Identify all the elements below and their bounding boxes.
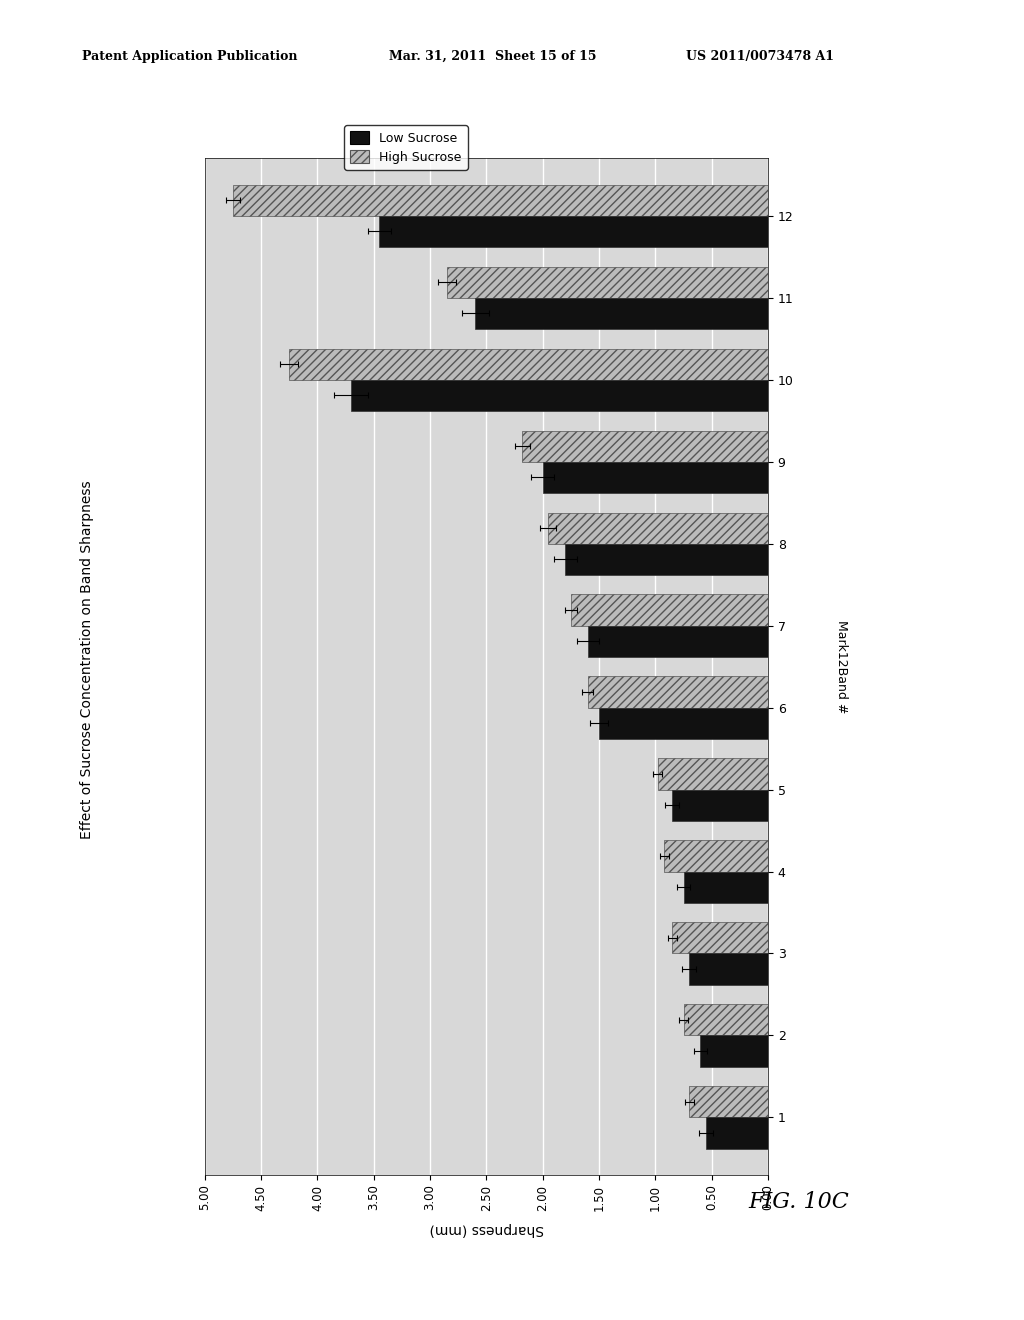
Legend: Low Sucrose, High Sucrose: Low Sucrose, High Sucrose — [344, 125, 468, 170]
Bar — [475, 298, 768, 329]
Bar — [565, 544, 768, 574]
Bar — [588, 626, 768, 657]
Bar — [672, 789, 768, 821]
Bar — [351, 380, 768, 411]
Bar — [232, 185, 768, 215]
Bar — [588, 676, 768, 708]
Bar — [522, 430, 768, 462]
X-axis label: Sharpness (mm): Sharpness (mm) — [429, 1221, 544, 1236]
Text: Effect of Sucrose Concentration on Band Sharpness: Effect of Sucrose Concentration on Band … — [80, 480, 94, 840]
Bar — [543, 462, 768, 492]
Text: Mar. 31, 2011  Sheet 15 of 15: Mar. 31, 2011 Sheet 15 of 15 — [389, 50, 597, 63]
Bar — [684, 871, 768, 903]
Text: US 2011/0073478 A1: US 2011/0073478 A1 — [686, 50, 835, 63]
Bar — [665, 841, 768, 871]
Bar — [446, 267, 768, 298]
Bar — [684, 1005, 768, 1035]
Y-axis label: Mark12Band #: Mark12Band # — [836, 620, 848, 713]
Bar — [689, 1086, 768, 1118]
Bar — [700, 1035, 768, 1067]
Bar — [689, 953, 768, 985]
Bar — [707, 1118, 768, 1148]
Bar — [379, 215, 768, 247]
Bar — [657, 759, 768, 789]
Bar — [599, 708, 768, 739]
Text: FIG. 10C: FIG. 10C — [749, 1191, 849, 1213]
Text: Patent Application Publication: Patent Application Publication — [82, 50, 297, 63]
Bar — [672, 923, 768, 953]
Bar — [571, 594, 768, 626]
Bar — [549, 512, 768, 544]
Bar — [289, 348, 768, 380]
